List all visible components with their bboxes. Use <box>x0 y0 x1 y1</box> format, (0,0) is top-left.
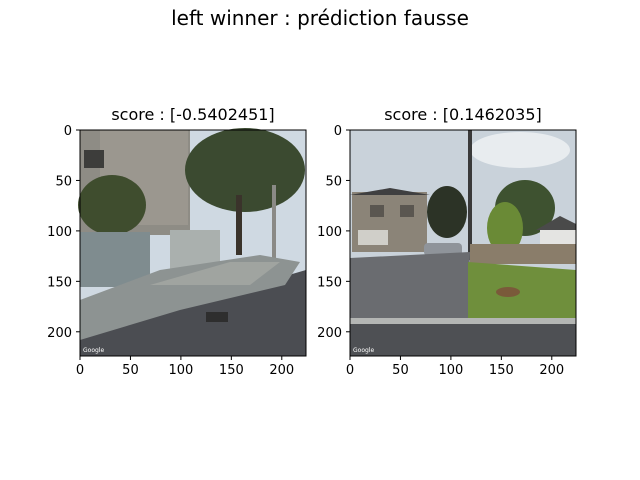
right-axes-frame <box>349 129 577 357</box>
svg-text:Google: Google <box>83 347 104 354</box>
left-axes-frame <box>79 129 307 357</box>
y-tick-label: 50 <box>325 174 342 189</box>
left-panel-title: score : [-0.5402451] <box>111 105 275 124</box>
y-tick-label: 100 <box>317 225 342 240</box>
x-tick-label: 50 <box>122 363 139 378</box>
x-tick-label: 200 <box>269 363 294 378</box>
figure-title: left winner : prédiction fausse <box>171 6 469 30</box>
x-tick-label: 100 <box>168 363 193 378</box>
left-watermark: Google <box>83 347 104 354</box>
y-tick-label: 150 <box>317 275 342 290</box>
axis-ticks: 0 50 100 150 200 0 50 100 150 200 0 50 100 150 200 0 50 1… <box>47 124 564 378</box>
svg-text:Google: Google <box>353 347 374 354</box>
y-tick-label: 200 <box>317 326 342 341</box>
x-tick-label: 150 <box>489 363 514 378</box>
right-street-image <box>350 130 576 356</box>
x-tick-label: 50 <box>392 363 409 378</box>
y-tick-label: 0 <box>64 124 72 139</box>
y-tick-label: 50 <box>55 174 72 189</box>
y-tick-label: 0 <box>334 124 342 139</box>
x-tick-label: 0 <box>346 363 354 378</box>
right-panel-title: score : [0.1462035] <box>384 105 542 124</box>
x-tick-label: 0 <box>76 363 84 378</box>
y-tick-label: 150 <box>47 275 72 290</box>
x-tick-label: 100 <box>438 363 463 378</box>
x-tick-label: 150 <box>219 363 244 378</box>
y-tick-label: 200 <box>47 326 72 341</box>
left-street-image <box>78 128 306 356</box>
right-watermark: Google <box>353 347 374 354</box>
x-tick-label: 200 <box>539 363 564 378</box>
y-tick-label: 100 <box>47 225 72 240</box>
